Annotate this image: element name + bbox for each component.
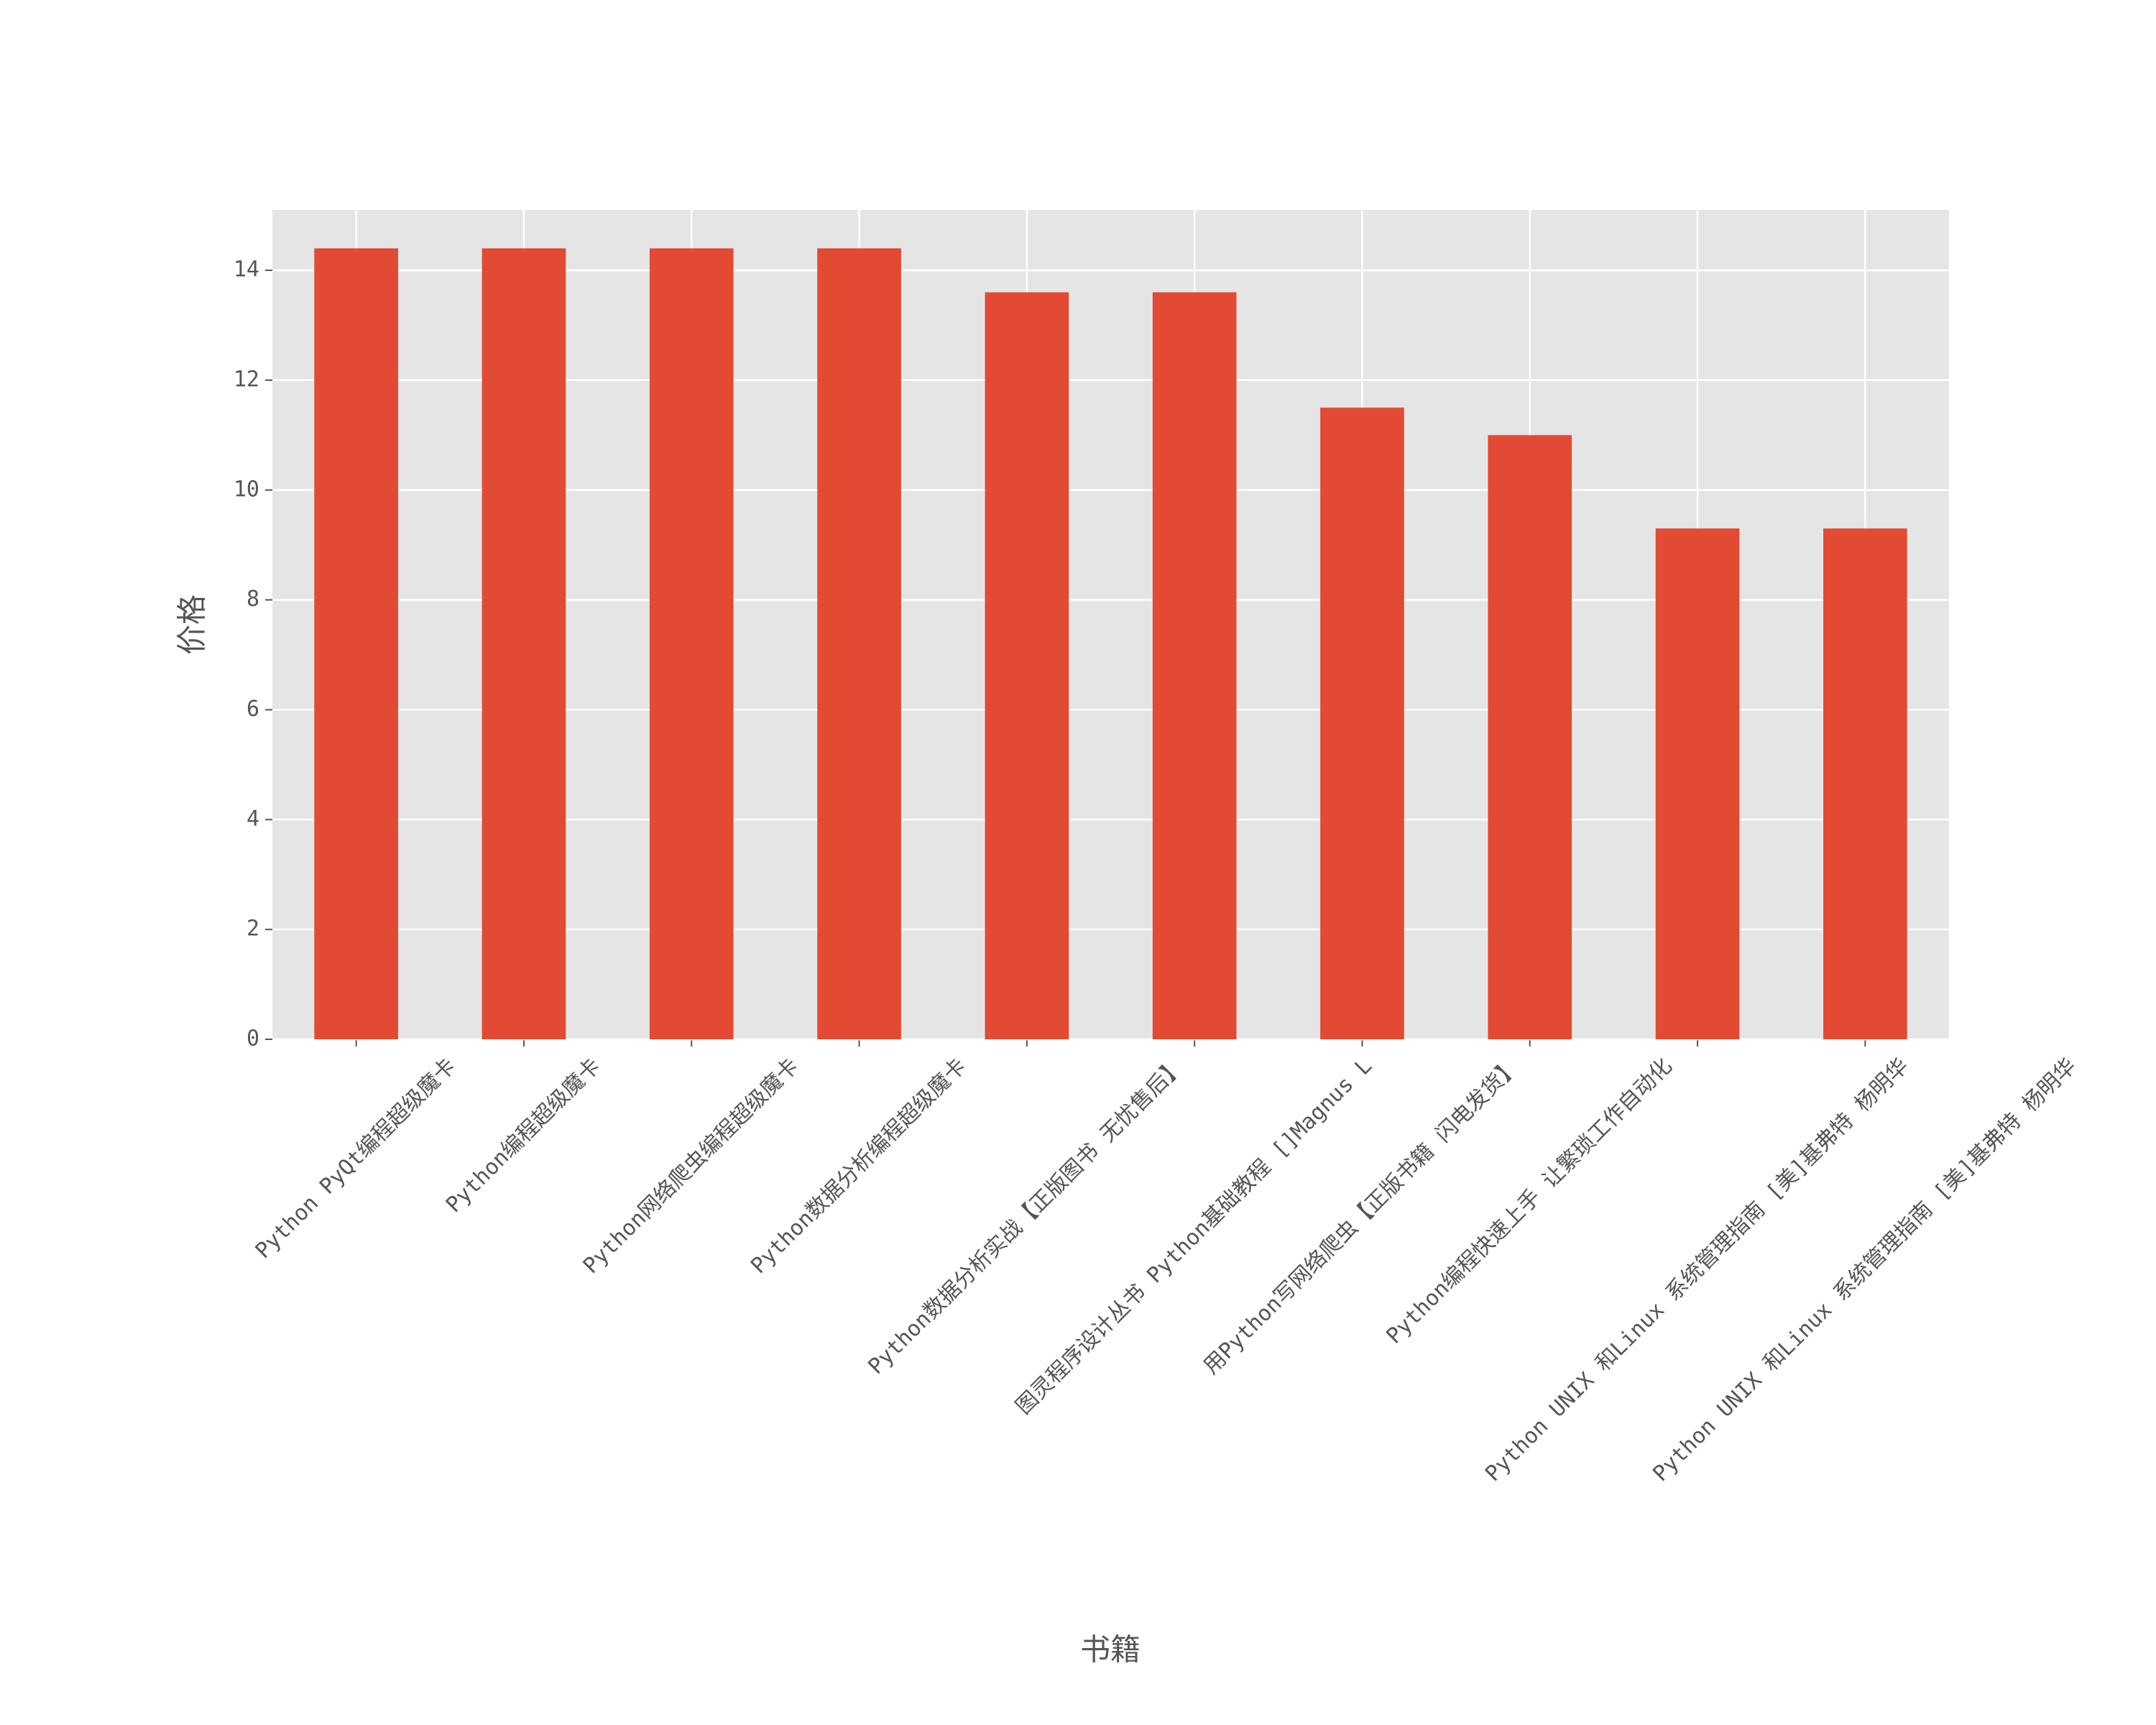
y-tick-label: 12 <box>234 367 259 392</box>
bar <box>649 248 734 1039</box>
bar <box>1655 528 1740 1039</box>
y-tick-label: 2 <box>247 916 259 942</box>
y-tick-label: 4 <box>247 806 259 832</box>
y-tick-label: 10 <box>234 477 259 502</box>
x-axis-label: 书籍 <box>1080 1632 1141 1668</box>
y-tick-label: 6 <box>247 696 259 722</box>
bar <box>1823 528 1907 1039</box>
bar <box>817 248 901 1039</box>
bar <box>1488 435 1572 1039</box>
bar <box>1320 408 1404 1039</box>
x-tick-label: 图灵程序设计丛书 Python基础教程 []Magnus L <box>1011 1054 1377 1420</box>
x-tick-label: 用Python写网络爬虫【正版书籍 闪电发货】 <box>1199 1054 1525 1380</box>
bar <box>482 248 566 1039</box>
bar <box>314 248 398 1039</box>
x-tick-label: Python PyQt编程超级魔卡 <box>251 1054 461 1264</box>
y-tick-label: 0 <box>247 1026 259 1052</box>
x-tick-label: Python编程快速上手 让繁琐工作自动化 <box>1381 1054 1677 1349</box>
bar <box>985 292 1069 1040</box>
x-tick-label: Python编程超级魔卡 <box>441 1054 606 1218</box>
bar <box>1152 292 1237 1040</box>
y-axis-label: 价格 <box>175 594 210 655</box>
y-tick-label: 14 <box>234 257 259 282</box>
y-tick-label: 8 <box>247 586 259 612</box>
